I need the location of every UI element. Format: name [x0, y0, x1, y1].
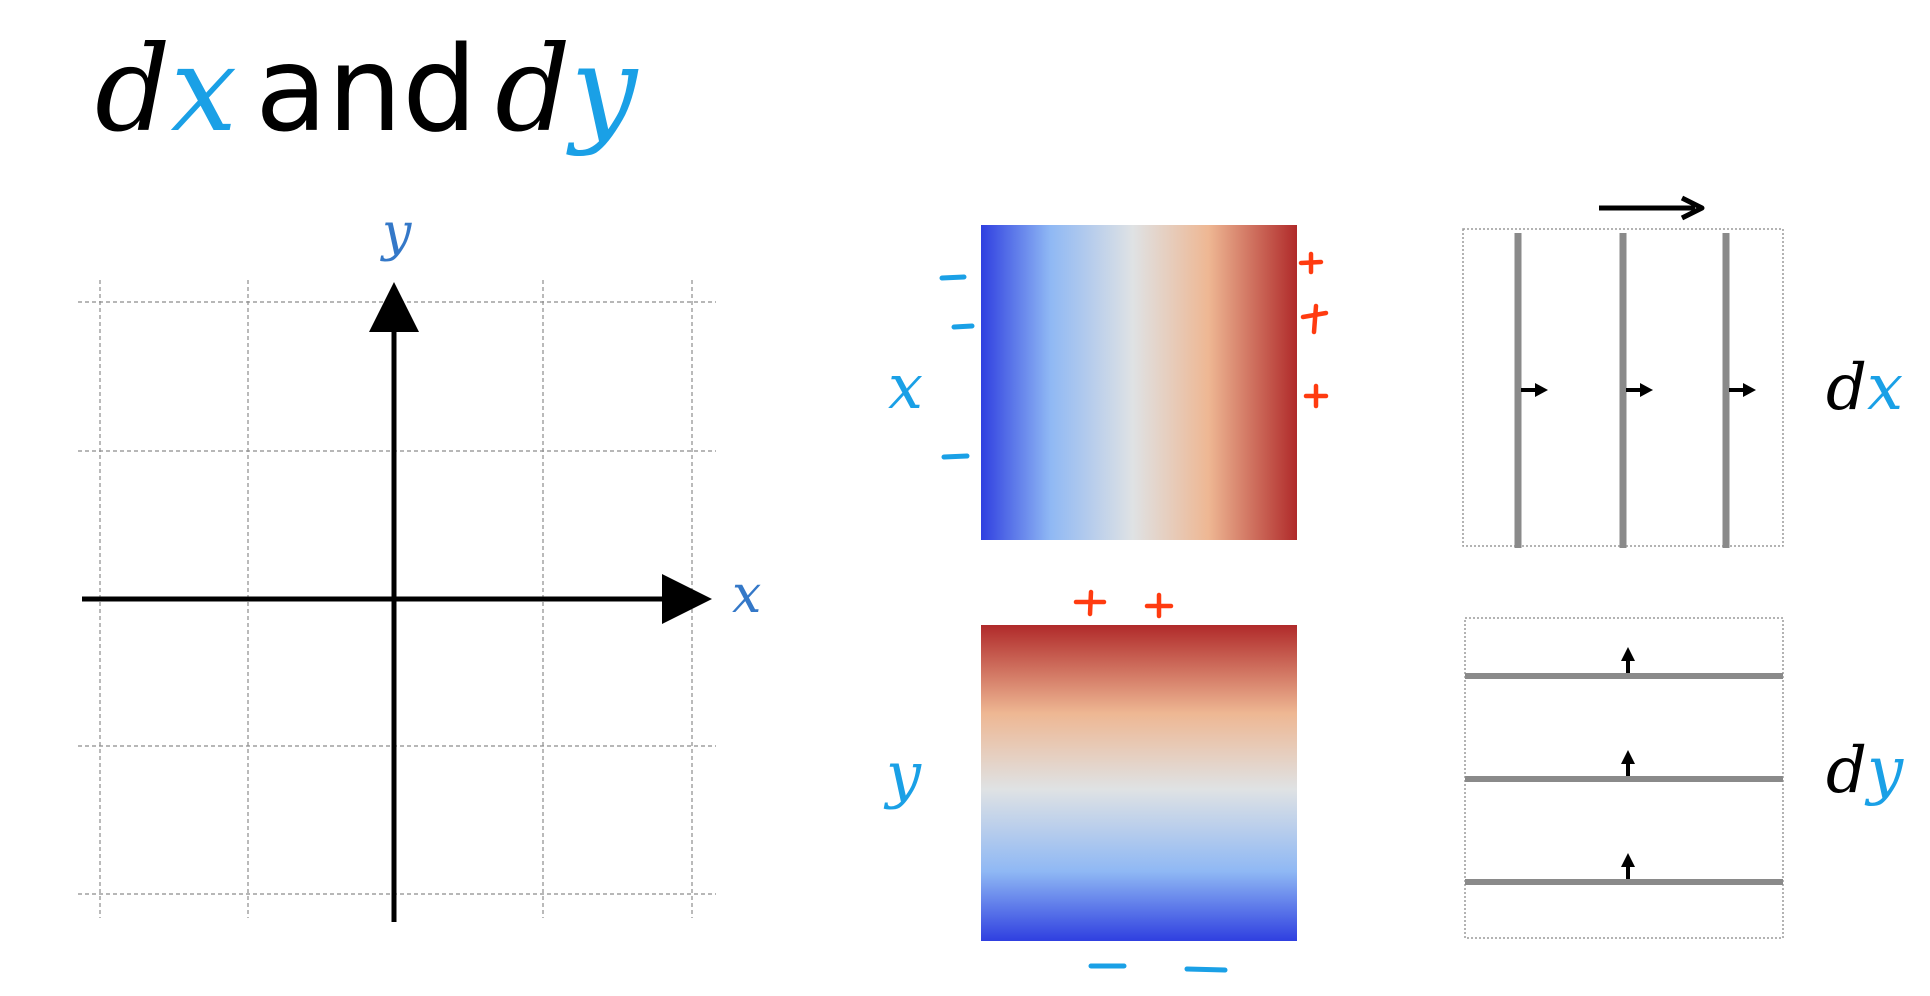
small-arrowhead-icon [1521, 383, 1548, 397]
dx-panel: dx [1462, 195, 1903, 548]
dx-label: dx [1826, 351, 1903, 425]
x-field-panel: x [888, 225, 1329, 540]
title-connector: and [255, 20, 478, 158]
x-field-label: x [888, 350, 923, 423]
x-gradient-field [981, 225, 1297, 540]
y-field-panel: y [883, 589, 1297, 973]
y-positive-marks [1073, 589, 1174, 619]
y-negative-marks [1088, 963, 1228, 973]
title-d-2: d [495, 20, 571, 158]
small-arrowhead-icon [1621, 853, 1635, 879]
right-arrow-icon [1599, 195, 1705, 221]
small-arrowhead-icon [1621, 647, 1635, 673]
positive-mark [1311, 303, 1319, 335]
dy-label: dy [1826, 734, 1904, 808]
dy-panel: dy [1464, 617, 1904, 939]
positive-mark [1087, 589, 1094, 617]
negative-mark [939, 274, 967, 281]
small-arrowhead-icon [1729, 383, 1756, 397]
title-d-1: d [95, 20, 171, 158]
dy-arrows [1621, 647, 1635, 879]
x-negative-marks [939, 274, 975, 460]
coordinate-plane: x y [78, 203, 761, 922]
small-arrowhead-icon [1621, 750, 1635, 776]
dx-label-var: x [1867, 351, 1903, 425]
x-axis-label: x [732, 565, 761, 625]
dx-arrows [1521, 383, 1756, 397]
y-gradient-field [981, 625, 1297, 941]
dy-label-var: y [1864, 734, 1904, 808]
negative-mark [951, 323, 975, 330]
page-title: dx and dy [95, 30, 637, 148]
negative-mark [941, 453, 970, 460]
title-var-x: x [170, 20, 238, 158]
dx-label-d: d [1826, 351, 1867, 425]
small-arrowhead-icon [1626, 383, 1653, 397]
negative-mark [1184, 966, 1228, 973]
x-positive-marks [1298, 251, 1329, 409]
dy-label-d: d [1826, 734, 1867, 808]
y-axis-label: y [380, 203, 412, 263]
y-field-label: y [883, 738, 922, 811]
title-var-y: y [570, 20, 638, 158]
